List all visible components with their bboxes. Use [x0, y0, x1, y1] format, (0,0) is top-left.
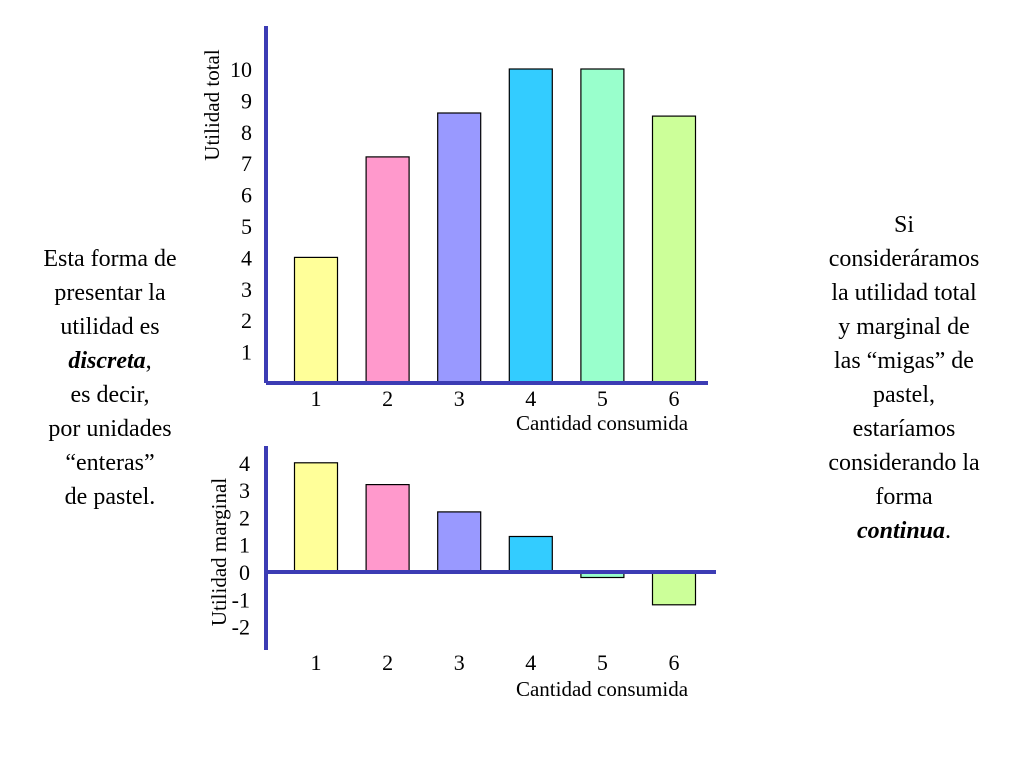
marginal-utility-y-tick-label: 3: [239, 478, 250, 503]
right-text-line: la utilidad total: [831, 280, 977, 306]
total-utility-bar-6: [651, 115, 697, 384]
left-explanation-text: Esta forma de presentar la utilidad es d…: [20, 242, 200, 514]
total-utility-y-tick-label: 8: [241, 120, 252, 145]
left-text-line: de pastel.: [64, 484, 156, 510]
total-utility-bar-4: [508, 68, 553, 384]
marginal-utility-y-tick-label: 2: [239, 505, 250, 530]
total-utility-bar-5: [580, 68, 625, 384]
total-utility-x-tick-label: 2: [382, 386, 393, 411]
marginal-utility-x-tick-label: 2: [382, 650, 393, 675]
left-text-emphasis-suffix: ,: [145, 348, 152, 374]
right-text-line: Si: [893, 212, 914, 238]
marginal-utility-y-tick-label: -1: [232, 587, 250, 612]
left-text-line: utilidad es: [60, 314, 160, 340]
marginal-utility-y-tick-label: 1: [239, 533, 250, 558]
total-utility-y-tick-label: 10: [230, 57, 252, 82]
left-text-line: presentar la: [54, 280, 166, 306]
marginal-utility-x-tick-label: 6: [669, 650, 680, 675]
total-utility-y-tick-label: 7: [241, 151, 252, 176]
marginal-utility-bar-4: [508, 535, 553, 573]
right-text-line: y marginal de: [838, 314, 970, 340]
marginal-utility-bar-6: [651, 571, 697, 606]
marginal-utility-x-tick-label: 1: [311, 650, 322, 675]
marginal-utility-bar-3: [437, 511, 482, 573]
total-utility-x-tick-label: 4: [525, 386, 536, 411]
left-text-line: “enteras”: [65, 450, 155, 476]
left-text-line: es decir,: [70, 382, 150, 408]
total-utility-bar-3: [437, 112, 482, 384]
total-utility-y-tick-label: 6: [241, 183, 252, 208]
left-text-emphasis: discreta: [68, 348, 146, 374]
marginal-utility-x-axis-title: Cantidad consumida: [516, 677, 689, 701]
total-utility-x-tick-label: 5: [597, 386, 608, 411]
total-utility-y-tick-label: 3: [241, 277, 252, 302]
left-text-line: Esta forma de: [43, 246, 177, 272]
right-text-line: consideráramos: [828, 246, 980, 272]
right-text-line: las “migas” de: [834, 348, 974, 374]
marginal-utility-y-tick-label: 0: [239, 560, 250, 585]
marginal-utility-bar-1: [293, 462, 339, 573]
total-utility-y-tick-label: 5: [241, 214, 252, 239]
right-text-line: estaríamos: [852, 416, 956, 442]
total-utility-y-tick-label: 4: [241, 245, 252, 270]
total-utility-bar-1: [293, 256, 339, 384]
total-utility-x-tick-label: 3: [454, 386, 465, 411]
right-text-emphasis-line: continua.: [808, 514, 1000, 548]
right-text-line: considerando la: [828, 450, 980, 476]
left-text-emphasis-line: discreta,: [20, 344, 200, 378]
right-text-line: forma: [875, 484, 933, 510]
total-utility-bar-2: [365, 156, 410, 384]
total-utility-y-tick-label: 9: [241, 88, 252, 113]
right-text-line: pastel,: [873, 382, 935, 408]
total-utility-x-tick-label: 6: [669, 386, 680, 411]
marginal-utility-bar-2: [365, 484, 410, 573]
marginal-utility-x-tick-label: 3: [454, 650, 465, 675]
marginal-utility-y-tick-label: -2: [232, 615, 250, 640]
right-explanation-text: Si consideráramos la utilidad total y ma…: [808, 208, 1000, 548]
right-text-emphasis: continua: [856, 518, 946, 544]
right-text-emphasis-suffix: .: [945, 518, 952, 544]
total-utility-y-tick-label: 1: [241, 340, 252, 365]
marginal-utility-y-axis-title: Utilidad marginal: [207, 478, 231, 626]
total-utility-x-tick-label: 1: [311, 386, 322, 411]
total-utility-y-tick-label: 2: [241, 308, 252, 333]
marginal-utility-x-tick-label: 4: [525, 650, 536, 675]
left-text-line: por unidades: [48, 416, 172, 442]
total-utility-x-axis-title: Cantidad consumida: [516, 411, 689, 435]
marginal-utility-y-tick-label: 4: [239, 451, 250, 476]
marginal-utility-x-tick-label: 5: [597, 650, 608, 675]
total-utility-y-axis-title: Utilidad total: [200, 49, 224, 161]
